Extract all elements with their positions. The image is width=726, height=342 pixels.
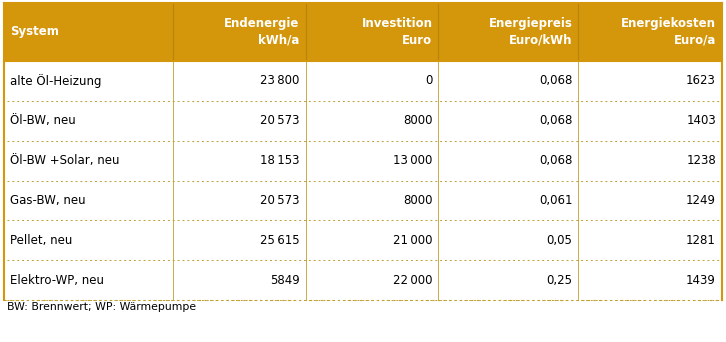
Text: 20 573: 20 573 <box>260 194 300 207</box>
Text: 1403: 1403 <box>686 114 716 127</box>
Text: 0,25: 0,25 <box>547 274 572 287</box>
Text: 0,068: 0,068 <box>539 114 572 127</box>
Text: 1439: 1439 <box>686 274 716 287</box>
Text: Öl-BW +Solar, neu: Öl-BW +Solar, neu <box>10 154 120 167</box>
Text: Gas-BW, neu: Gas-BW, neu <box>10 194 86 207</box>
Text: alte Öl-Heizung: alte Öl-Heizung <box>10 74 102 88</box>
Text: 0,068: 0,068 <box>539 75 572 88</box>
Text: 1238: 1238 <box>686 154 716 167</box>
Text: 18 153: 18 153 <box>260 154 300 167</box>
Text: 1623: 1623 <box>686 75 716 88</box>
Bar <box>4 220 722 260</box>
Text: Öl-BW, neu: Öl-BW, neu <box>10 114 76 127</box>
Text: Energiepreis
Euro/kWh: Energiepreis Euro/kWh <box>489 17 572 47</box>
Text: 5849: 5849 <box>270 274 300 287</box>
Text: Pellet, neu: Pellet, neu <box>10 234 73 247</box>
Text: BW: Brennwert; WP: Wärmepumpe: BW: Brennwert; WP: Wärmepumpe <box>7 302 196 312</box>
Text: 23 800: 23 800 <box>260 75 300 88</box>
Bar <box>4 61 722 101</box>
Text: Investition
Euro: Investition Euro <box>362 17 433 47</box>
Text: 1249: 1249 <box>686 194 716 207</box>
Text: 1281: 1281 <box>686 234 716 247</box>
Text: 0,05: 0,05 <box>547 234 572 247</box>
Text: 13 000: 13 000 <box>393 154 433 167</box>
Bar <box>4 3 722 61</box>
Text: 22 000: 22 000 <box>393 274 433 287</box>
Text: 25 615: 25 615 <box>260 234 300 247</box>
Text: Endenergie
kWh/a: Endenergie kWh/a <box>224 17 300 47</box>
Text: 20 573: 20 573 <box>260 114 300 127</box>
Text: 0: 0 <box>425 75 433 88</box>
Bar <box>4 181 722 220</box>
Text: 21 000: 21 000 <box>393 234 433 247</box>
Bar <box>4 141 722 181</box>
Text: 0,061: 0,061 <box>539 194 572 207</box>
Text: Elektro-WP, neu: Elektro-WP, neu <box>10 274 104 287</box>
Bar <box>4 260 722 300</box>
Text: System: System <box>10 26 59 39</box>
Bar <box>4 101 722 141</box>
Text: 8000: 8000 <box>403 194 433 207</box>
Text: Energiekosten
Euro/a: Energiekosten Euro/a <box>621 17 716 47</box>
Text: 8000: 8000 <box>403 114 433 127</box>
Text: 0,068: 0,068 <box>539 154 572 167</box>
